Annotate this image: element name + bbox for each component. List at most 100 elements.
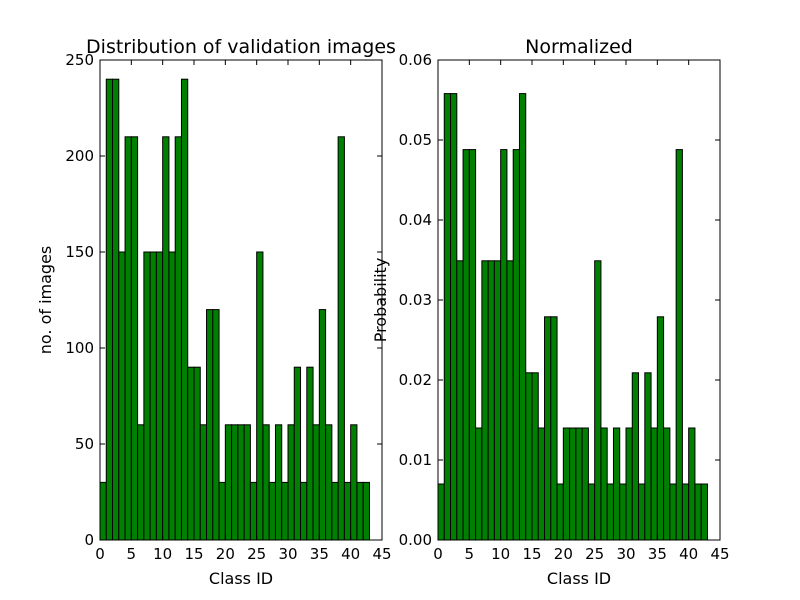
x-tick-label: 35 (648, 545, 667, 563)
bar (187, 366, 195, 541)
bar (650, 427, 658, 541)
x-tick-label: 25 (247, 545, 266, 563)
bar (437, 483, 445, 541)
bar (112, 78, 120, 541)
bar (450, 93, 458, 541)
bar (475, 427, 483, 541)
bar (500, 149, 508, 541)
y-tick-label: 0.00 (399, 531, 432, 549)
bar (325, 424, 333, 541)
bar (506, 260, 514, 541)
bar (143, 251, 151, 541)
bar (694, 483, 702, 541)
bar (249, 481, 258, 541)
bar (700, 483, 708, 541)
bar (180, 78, 189, 541)
ticks-group: 0 5 10 15 20 25 30 35 40 45 0.00 0.01 0.02 0.03 0.04 0.… (399, 51, 730, 563)
bars-group (99, 78, 370, 541)
bar (681, 483, 690, 541)
bar (462, 149, 470, 541)
y-tick-label: 150 (65, 243, 94, 261)
x-tick-label: 45 (710, 545, 729, 563)
bar (149, 251, 157, 541)
x-tick-label: 20 (216, 545, 235, 563)
bar (493, 260, 502, 541)
x-tick-label: 30 (278, 545, 297, 563)
bar (612, 427, 621, 541)
bar (456, 260, 464, 541)
bar (274, 424, 283, 541)
y-tick-label: 0.05 (399, 131, 432, 149)
bar (468, 149, 477, 541)
y-tick-label: 250 (65, 51, 94, 69)
y-tick-label: 0 (84, 531, 94, 549)
bar (663, 427, 671, 541)
bar (162, 136, 170, 541)
bar (218, 481, 226, 541)
bar (562, 427, 571, 541)
bar (581, 427, 589, 541)
x-tick-label: 10 (491, 545, 510, 563)
bar (130, 136, 139, 541)
bar (155, 251, 164, 541)
bar (656, 316, 665, 541)
bar (206, 309, 214, 541)
bar (518, 93, 527, 541)
bar (619, 483, 627, 541)
bar (638, 483, 646, 541)
bar (525, 372, 533, 541)
bar (531, 372, 539, 541)
bar (594, 260, 602, 541)
bar (669, 483, 677, 541)
bar (199, 424, 208, 541)
bar (487, 260, 495, 541)
bar (99, 481, 107, 541)
x-tick-label: 30 (616, 545, 635, 563)
bar (443, 93, 452, 541)
y-tick-label: 0.02 (399, 371, 432, 389)
bar (237, 424, 245, 541)
bar (331, 481, 339, 541)
bar (337, 136, 345, 541)
bar (174, 136, 182, 541)
bar (569, 427, 577, 541)
y-tick-label: 100 (65, 339, 94, 357)
x-tick-label: 35 (310, 545, 329, 563)
bar (575, 427, 583, 541)
bar (212, 309, 220, 541)
bar (262, 424, 270, 541)
bar (224, 424, 233, 541)
bar (293, 366, 302, 541)
normalized-distribution-chart: Normalized Class ID Probability 0 5 10 15 20… (371, 36, 730, 588)
bar (124, 136, 132, 541)
x-tick-label: 0 (95, 545, 105, 563)
bar (600, 427, 608, 541)
y-tick-label: 0.01 (399, 451, 432, 469)
x-tick-label: 0 (433, 545, 443, 563)
x-tick-label: 15 (184, 545, 203, 563)
bar (625, 427, 633, 541)
bar (350, 424, 358, 541)
bar (231, 424, 239, 541)
x-tick-label: 40 (679, 545, 698, 563)
bar (137, 424, 145, 541)
bar (281, 481, 289, 541)
bar (243, 424, 251, 541)
bar (168, 251, 176, 541)
y-tick-label: 0.03 (399, 291, 432, 309)
bar (256, 251, 264, 541)
x-tick-label: 25 (585, 545, 604, 563)
bar (606, 483, 614, 541)
bar (287, 424, 295, 541)
chart-title: Normalized (525, 36, 633, 58)
validation-distribution-chart: Distribution of validation images Class … (36, 36, 396, 588)
bar (556, 483, 564, 541)
x-axis-label: Class ID (547, 569, 611, 588)
bar (512, 149, 520, 541)
bar (631, 372, 640, 541)
bar (644, 372, 652, 541)
x-tick-label: 5 (465, 545, 475, 563)
y-tick-label: 50 (75, 435, 94, 453)
ticks-group: 0 5 10 15 20 25 30 35 40 45 0 50 100 150 200 250 (65, 51, 391, 563)
y-axis-label: Probability (371, 258, 390, 343)
